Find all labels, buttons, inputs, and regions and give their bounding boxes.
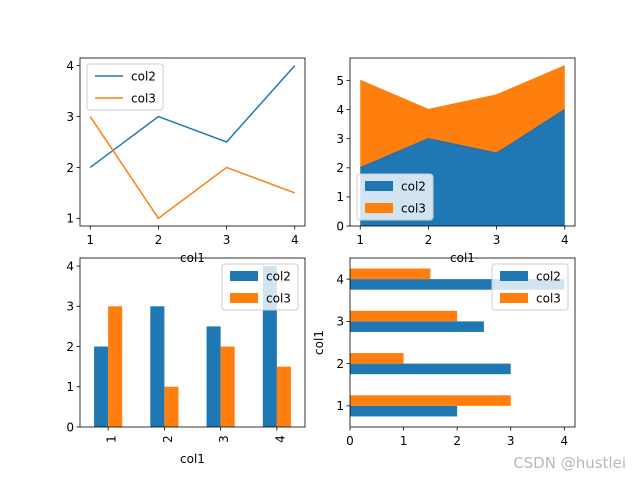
- legend-label-col3: col3: [536, 292, 561, 306]
- y-tick-label: 1: [336, 190, 344, 204]
- barh-col3: [350, 268, 431, 280]
- legend-label-col2: col2: [401, 180, 426, 194]
- line-series-col2: [89, 65, 296, 169]
- x-tick-label: 4: [561, 233, 569, 247]
- barh-col3: [350, 395, 511, 406]
- subplot-bar-chart: 1 2 3 4 0 1 2 3 4 col1 col2 col3: [66, 257, 306, 466]
- x-tick-label: 1: [86, 233, 94, 247]
- y-tick-label: 3: [336, 132, 344, 146]
- line-series-col3: [89, 116, 296, 220]
- legend-label-col3: col3: [401, 202, 426, 216]
- bar-col3: [220, 346, 235, 427]
- x-tick-label: 2: [155, 233, 163, 247]
- bar-col2: [94, 346, 109, 427]
- y-tick-label: 2: [336, 357, 344, 371]
- y-tick-label: 0: [336, 219, 344, 233]
- x-tick-label: 3: [493, 233, 501, 247]
- y-axis-label: col1: [312, 330, 326, 355]
- legend-label-col2: col2: [266, 270, 291, 284]
- y-tick-label: 0: [66, 420, 74, 434]
- legend-swatch-col2: [230, 271, 258, 281]
- watermark: CSDN @hustlei: [513, 454, 626, 472]
- x-tick-label: 3: [223, 233, 231, 247]
- barh-col2: [350, 279, 565, 290]
- bar-col3: [108, 306, 123, 427]
- legend-label-col2: col2: [536, 270, 561, 284]
- x-tick-label: 1: [105, 435, 119, 443]
- barh-col2: [350, 405, 458, 417]
- legend-swatch-col3: [230, 293, 258, 303]
- y-tick-label: 1: [66, 212, 74, 226]
- y-tick-label: 3: [66, 110, 74, 124]
- x-tick-label: 0: [346, 434, 354, 448]
- x-tick-label: 2: [425, 233, 433, 247]
- subplot-barh-chart: 0 1 2 3 4 1 2 3 4 col1 col2 col3: [312, 257, 576, 448]
- legend-label-col3: col3: [266, 292, 291, 306]
- x-tick-label: 4: [291, 233, 299, 247]
- axes-frame: [349, 57, 576, 227]
- y-tick-label: 2: [66, 161, 74, 175]
- area-line-col3: [359, 65, 566, 111]
- x-tick-label: 3: [217, 435, 231, 443]
- legend-swatch-col2: [500, 271, 528, 281]
- x-tick-label: 1: [356, 233, 364, 247]
- y-tick-label: 4: [66, 259, 74, 273]
- legend-label-col2: col2: [131, 70, 156, 84]
- barh-col3: [350, 353, 404, 364]
- y-tick-label: 3: [336, 315, 344, 329]
- barh-col2: [350, 321, 484, 332]
- barh-col2: [350, 363, 511, 375]
- x-tick-label: 2: [161, 435, 175, 443]
- bar-col2: [206, 326, 221, 427]
- x-tick-label: 2: [453, 434, 461, 448]
- legend-swatch-col3: [500, 293, 528, 303]
- x-tick-label: 3: [507, 434, 515, 448]
- bar-col3: [164, 386, 179, 427]
- x-tick-label: 4: [273, 435, 287, 443]
- y-tick-label: 2: [66, 340, 74, 354]
- axes-frame: [79, 257, 306, 428]
- axes-frame: [349, 257, 576, 428]
- y-tick-label: 5: [336, 74, 344, 88]
- y-tick-label: 1: [66, 380, 74, 394]
- y-tick-label: 1: [336, 399, 344, 413]
- y-tick-label: 4: [336, 272, 344, 286]
- x-tick-label: 1: [400, 434, 408, 448]
- y-tick-label: 4: [66, 59, 74, 73]
- y-tick-label: 2: [336, 161, 344, 175]
- y-tick-label: 3: [66, 300, 74, 314]
- x-tick-label: 4: [560, 434, 568, 448]
- legend-label-col3: col3: [131, 92, 156, 106]
- x-axis-label: col1: [180, 452, 205, 466]
- bar-col3: [276, 366, 291, 427]
- legend-swatch-col3: [365, 203, 393, 213]
- legend-swatch-col2: [365, 181, 393, 191]
- barh-col3: [350, 310, 458, 322]
- y-tick-label: 4: [336, 103, 344, 117]
- bar-col2: [150, 306, 165, 427]
- axes-frame: [79, 57, 306, 227]
- area-line-col2: [359, 109, 566, 169]
